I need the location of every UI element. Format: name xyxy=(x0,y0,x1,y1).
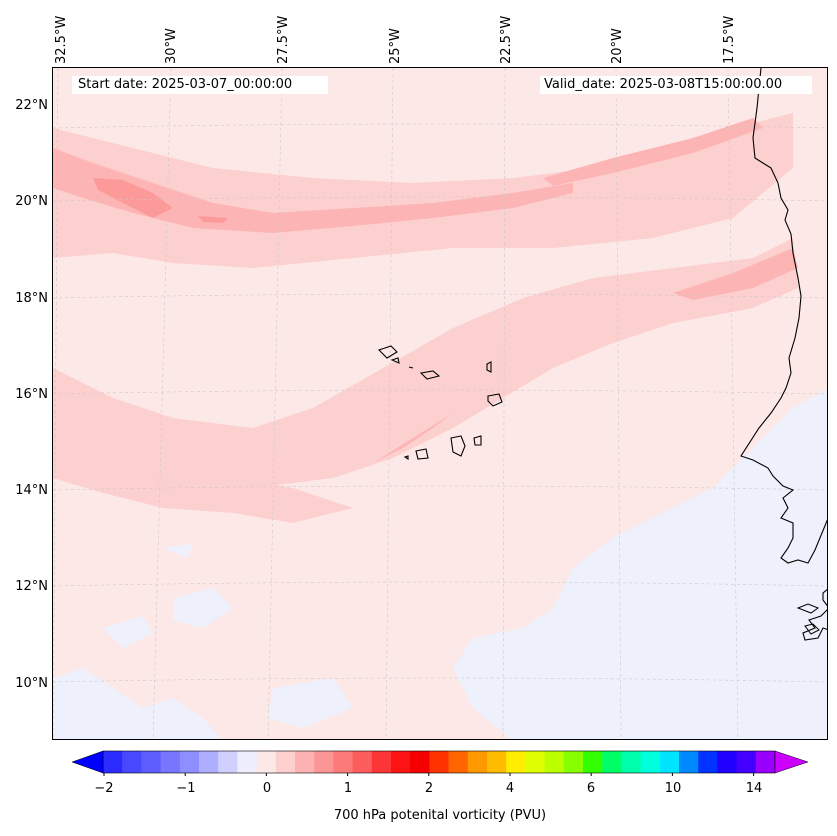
cbar-tick-1: 1 xyxy=(343,781,353,796)
lat-label-10n: 10°N xyxy=(15,676,48,691)
cbar-tick-2: 2 xyxy=(424,781,434,796)
cbar-tick-4: 4 xyxy=(505,781,515,796)
lon-label-32-5w: 32.5°W xyxy=(54,15,69,64)
africa-coastline-islands xyxy=(796,603,820,635)
dark-pink-core xyxy=(93,178,173,218)
blue-patch-1 xyxy=(103,616,153,648)
lon-label-25w: 25°W xyxy=(388,28,403,64)
colorbar-under-arrow xyxy=(71,750,104,774)
colorbar-cell xyxy=(679,751,699,773)
colorbar-over-arrow xyxy=(774,750,809,774)
colorbar-cell xyxy=(640,751,661,773)
colorbar-cell xyxy=(237,751,257,773)
colorbar-cell xyxy=(429,751,449,773)
blue-patch-2 xyxy=(163,543,193,558)
colorbar-cell xyxy=(698,751,718,773)
cbar-tick-14: 14 xyxy=(745,781,763,796)
colorbar-cells xyxy=(102,750,776,776)
lon-label-27-5w: 27.5°W xyxy=(276,15,291,64)
colorbar-cell xyxy=(391,751,411,773)
colorbar-cell xyxy=(410,751,430,773)
start-date-box: Start date: 2025-03-07_00:00:00 xyxy=(72,76,328,94)
pink-streak-ne xyxy=(543,118,763,186)
blue-patch-3 xyxy=(268,678,353,728)
colorbar-cell xyxy=(563,751,584,773)
colorbar xyxy=(71,750,809,776)
colorbar-cell xyxy=(333,751,353,773)
pink-band-central xyxy=(53,238,798,498)
pink-band-south xyxy=(53,428,353,523)
colorbar-cell xyxy=(583,751,603,773)
lat-label-22n: 22°N xyxy=(15,98,48,113)
colorbar-cell xyxy=(179,751,200,773)
colorbar-cell xyxy=(544,751,565,773)
pink-streak-north xyxy=(53,148,573,233)
lon-label-22-5w: 22.5°W xyxy=(499,15,514,64)
colorbar-cell xyxy=(506,751,526,773)
colorbar-title: 700 hPa potenital vorticity (PVU) xyxy=(333,808,547,823)
colorbar-cell xyxy=(525,751,545,773)
dark-pink-small xyxy=(198,216,228,223)
blue-region-east xyxy=(453,389,827,739)
colorbar-cell xyxy=(448,751,469,773)
cbar-tick-0: 0 xyxy=(262,781,272,796)
africa-coastline xyxy=(740,68,827,641)
blue-region-southwest xyxy=(53,668,222,739)
colorbar-cell xyxy=(659,751,680,773)
map-panel xyxy=(52,67,828,740)
lon-label-20w: 20°W xyxy=(610,28,625,64)
colorbar-cell xyxy=(256,751,277,773)
colorbar-cell xyxy=(103,751,123,773)
lon-label-17-5w: 17.5°W xyxy=(722,15,737,64)
pv-field-map xyxy=(53,68,827,739)
colorbar-cell xyxy=(736,751,757,773)
blue-patch-4 xyxy=(173,588,233,628)
graticule xyxy=(53,68,827,739)
colorbar-cell xyxy=(371,751,392,773)
colorbar-cell xyxy=(314,751,334,773)
lat-label-12n: 12°N xyxy=(15,579,48,594)
cbar-tick-neg1: −1 xyxy=(176,781,196,796)
colorbar-cell xyxy=(199,751,219,773)
colorbar-cell xyxy=(122,751,142,773)
lat-label-18n: 18°N xyxy=(15,291,48,306)
lat-label-14n: 14°N xyxy=(15,483,48,498)
colorbar-cell xyxy=(218,751,238,773)
cbar-tick-neg2: −2 xyxy=(94,781,114,796)
colorbar-cell xyxy=(621,751,641,773)
colorbar-cell xyxy=(352,751,373,773)
cbar-tick-6: 6 xyxy=(586,781,596,796)
colorbar-cell xyxy=(275,751,296,773)
lat-label-20n: 20°N xyxy=(15,194,48,209)
valid-date-label: Valid_date: 2025-03-08T15:00:00.00 xyxy=(544,77,783,92)
cape-verde-islands xyxy=(377,345,503,461)
colorbar-cell xyxy=(602,751,622,773)
lon-label-30w: 30°W xyxy=(164,28,179,64)
colorbar-cell xyxy=(467,751,488,773)
pink-streak-east xyxy=(673,248,798,300)
colorbar-cell xyxy=(160,751,181,773)
lat-label-16n: 16°N xyxy=(15,387,48,402)
colorbar-cell xyxy=(487,751,507,773)
colorbar-cell xyxy=(717,751,737,773)
pink-streak-central xyxy=(373,413,453,463)
cbar-tick-10: 10 xyxy=(664,781,682,796)
valid-date-box: Valid_date: 2025-03-08T15:00:00.00 xyxy=(540,76,812,94)
colorbar-cell xyxy=(295,751,315,773)
colorbar-cell xyxy=(141,751,161,773)
colorbar-cell xyxy=(755,751,776,773)
start-date-label: Start date: 2025-03-07_00:00:00 xyxy=(78,77,293,92)
